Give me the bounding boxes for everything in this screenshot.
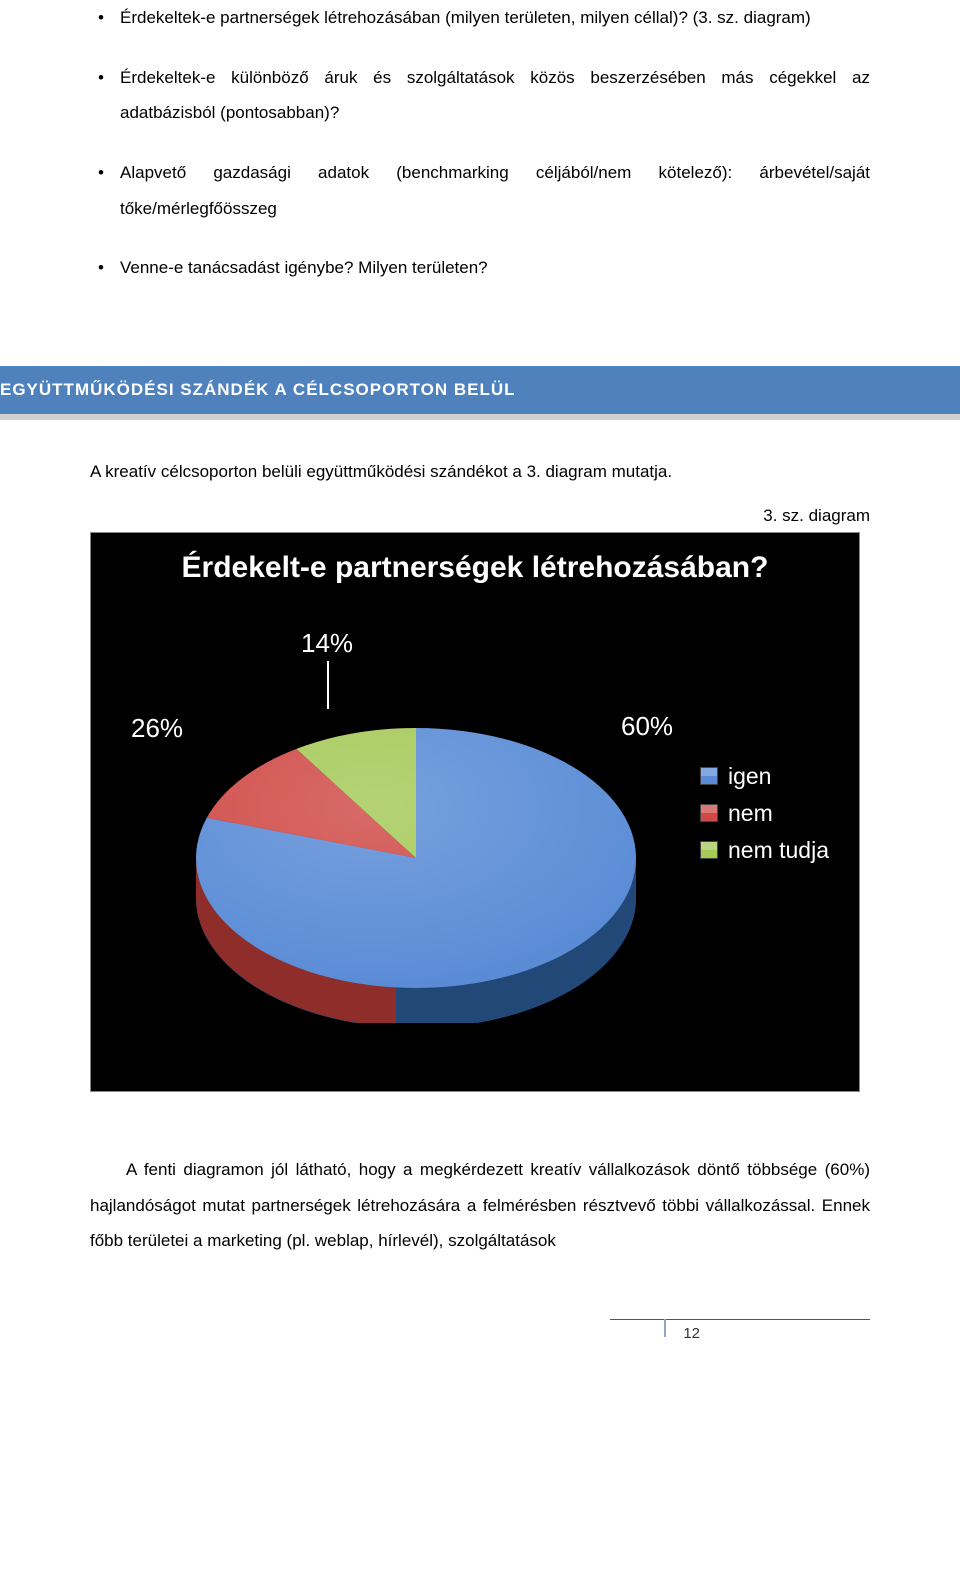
swatch-icon	[700, 767, 718, 785]
document-page-lower: A kreatív célcsoporton belüli együttműkö…	[0, 454, 960, 1419]
legend-label: nem tudja	[728, 837, 829, 864]
top-bullet-list: Érdekeltek-e partnerségek létrehozásában…	[90, 0, 870, 286]
swatch-icon	[700, 841, 718, 859]
bullet-item: Alapvető gazdasági adatok (benchmarking …	[90, 155, 870, 226]
footer-rule-icon	[610, 1319, 870, 1320]
closing-paragraph: A fenti diagramon jól látható, hogy a me…	[90, 1152, 870, 1259]
legend-item-nem: nem	[700, 800, 829, 827]
swatch-icon	[700, 804, 718, 822]
legend-item-igen: igen	[700, 763, 829, 790]
bullet-item: Érdekeltek-e különböző áruk és szolgálta…	[90, 60, 870, 131]
legend-label: nem	[728, 800, 773, 827]
chart-title: Érdekelt-e partnerségek létrehozásában?	[91, 533, 859, 585]
pie-chart-icon	[181, 683, 651, 1023]
bullet-item: Venne-e tanácsadást igénybe? Milyen terü…	[90, 250, 870, 286]
page-footer: 12	[90, 1319, 870, 1379]
section-banner: EGYÜTTMŰKÖDÉSI SZÁNDÉK A CÉLCSOPORTON BE…	[0, 366, 960, 414]
chart-legend: igen nem nem tudja	[700, 763, 829, 874]
section-banner-label: EGYÜTTMŰKÖDÉSI SZÁNDÉK A CÉLCSOPORTON BE…	[0, 380, 960, 400]
chart-caption: 3. sz. diagram	[90, 506, 870, 526]
document-page: Érdekeltek-e partnerségek létrehozásában…	[0, 0, 960, 356]
slice-pct-nemtudja: 14%	[301, 628, 353, 659]
page-number: 12	[683, 1325, 700, 1342]
bullet-item: Érdekeltek-e partnerségek létrehozásában…	[90, 0, 870, 36]
footer-tick-icon	[664, 1319, 666, 1337]
legend-label: igen	[728, 763, 771, 790]
pie-wrap	[181, 683, 651, 1013]
legend-item-nemtudja: nem tudja	[700, 837, 829, 864]
slice-pct-nem: 26%	[131, 713, 183, 744]
intro-paragraph: A kreatív célcsoporton belüli együttműkö…	[90, 454, 870, 490]
pie-chart-container: Érdekelt-e partnerségek létrehozásában? …	[90, 532, 860, 1092]
